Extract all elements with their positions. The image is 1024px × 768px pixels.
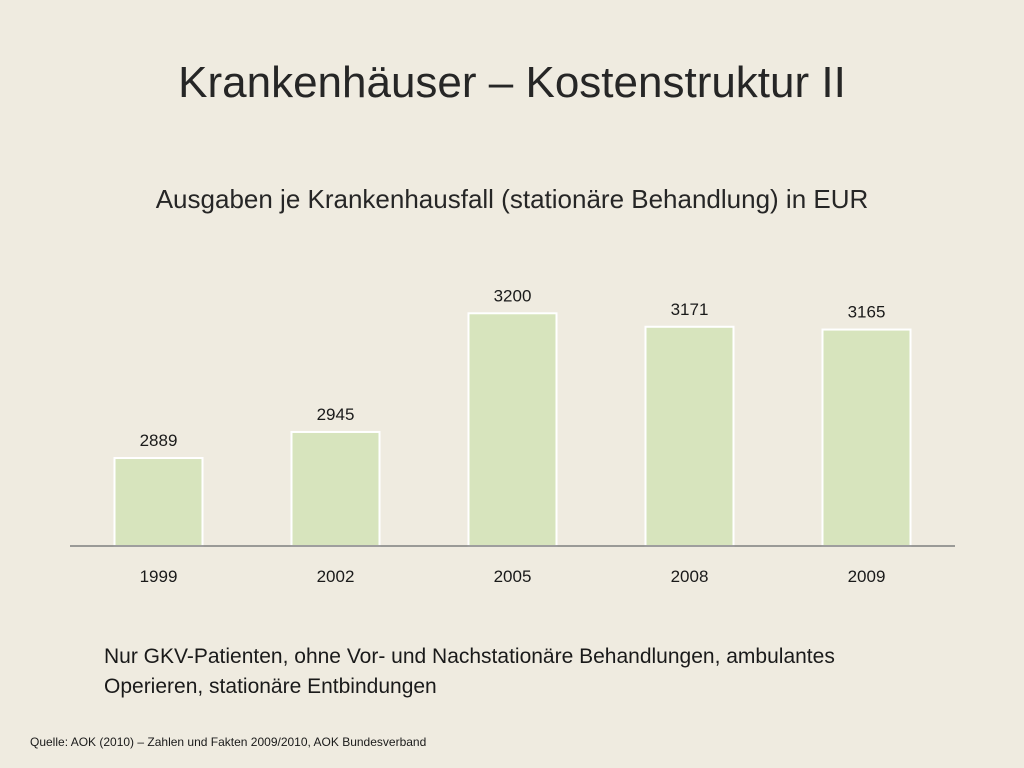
bar-chart: 2889 1999 2945 2002 3200 2005 3171 2008 3165 2009 <box>70 286 955 586</box>
footnote: Nur GKV-Patienten, ohne Vor- und Nachsta… <box>104 642 964 702</box>
x-tick-label-2005: 2005 <box>494 567 532 586</box>
x-tick-label-2002: 2002 <box>317 567 355 586</box>
chart-title: Ausgaben je Krankenhausfall (stationäre … <box>155 184 869 214</box>
x-tick-label-2009: 2009 <box>848 567 886 586</box>
footnote-line-2: Operieren, stationäre Entbindungen <box>104 675 437 698</box>
bar-1999 <box>113 457 204 548</box>
data-label-2009: 3165 <box>848 303 886 322</box>
bar-2005 <box>467 312 558 548</box>
data-label-2005: 3200 <box>494 286 532 305</box>
bar-2008 <box>644 325 735 548</box>
data-label-2002: 2945 <box>317 405 355 424</box>
x-tick-label-2008: 2008 <box>671 567 709 586</box>
slide-title: Krankenhäuser – Kostenstruktur II <box>178 58 846 107</box>
x-tick-label-1999: 1999 <box>140 567 178 586</box>
data-label-1999: 2889 <box>140 431 178 450</box>
data-label-2008: 3171 <box>671 300 709 319</box>
bar-2002 <box>290 430 381 547</box>
bar-2009 <box>821 328 912 548</box>
source-citation: Quelle: AOK (2010) – Zahlen und Fakten 2… <box>30 735 427 749</box>
footnote-line-1: Nur GKV-Patienten, ohne Vor- und Nachsta… <box>104 645 835 668</box>
